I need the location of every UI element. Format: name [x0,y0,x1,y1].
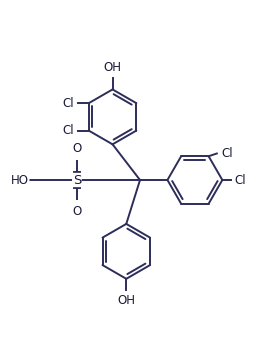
Text: Cl: Cl [62,96,74,110]
Text: O: O [72,205,81,218]
Text: Cl: Cl [221,147,233,160]
Text: O: O [72,142,81,155]
Text: HO: HO [11,174,29,186]
Text: OH: OH [104,61,122,74]
Text: OH: OH [117,294,135,307]
Text: Cl: Cl [62,124,74,137]
Text: S: S [73,174,81,186]
Text: Cl: Cl [235,174,246,186]
